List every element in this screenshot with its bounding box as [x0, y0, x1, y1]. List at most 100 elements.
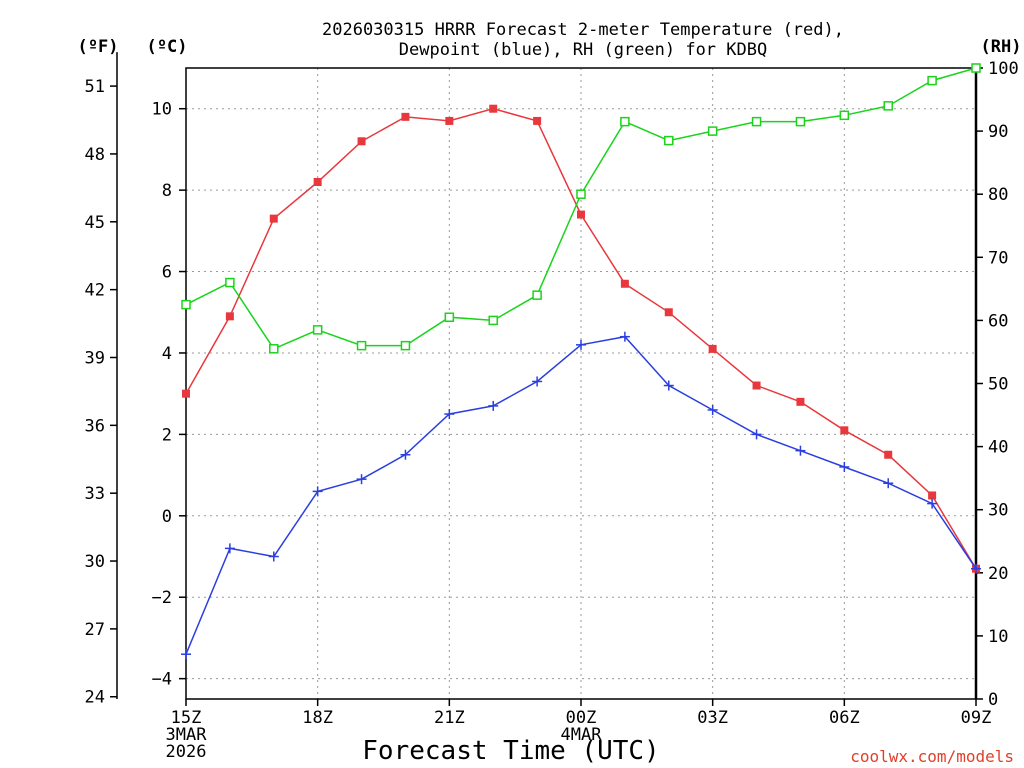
dewpoint-point [444, 409, 455, 420]
celsius-tick-label: 4 [162, 344, 172, 364]
temperature-point [664, 308, 673, 317]
temperature-point [533, 116, 542, 125]
dewpoint-point [795, 445, 806, 456]
dewpoint-point [576, 339, 586, 350]
temperature-point [313, 177, 322, 186]
celsius-tick-label: 2 [162, 425, 172, 445]
dewpoint-point [356, 474, 367, 485]
rh-point [312, 325, 323, 335]
temperature-point [796, 397, 805, 406]
rh-tick-label: 70 [988, 248, 1008, 268]
celsius-tick-label: −4 [152, 670, 172, 690]
axes: 24273033363942454851−4−20246810010203040… [85, 52, 1019, 762]
celsius-unit-label: (ºC) [147, 37, 188, 57]
x-tick-label: 21Z [434, 708, 465, 728]
rh-point [839, 110, 850, 121]
fahrenheit-tick-label: 36 [85, 416, 105, 436]
fahrenheit-tick-label: 51 [85, 77, 105, 97]
rh-tick-label: 60 [988, 311, 1008, 331]
dewpoint-point [488, 400, 499, 411]
fahrenheit-tick-label: 39 [85, 348, 105, 368]
temperature-point [577, 210, 585, 219]
rh-tick-label: 10 [988, 627, 1008, 647]
dewpoint-point [751, 429, 762, 440]
x-axis-label: Forecast Time (UTC) [362, 736, 659, 766]
dewpoint-point [883, 478, 894, 489]
rh-point [356, 340, 367, 351]
fahrenheit-tick-label: 33 [85, 484, 105, 504]
rh-point [576, 189, 586, 199]
dewpoint-point [707, 404, 718, 415]
fahrenheit-tick-label: 45 [85, 213, 105, 233]
rh-tick-label: 80 [988, 185, 1008, 205]
temperature-point [225, 312, 234, 321]
dewpoint-point [971, 563, 981, 574]
dewpoint-point [268, 551, 279, 562]
rh-point [444, 312, 455, 322]
rh-unit-label: (RH) [981, 37, 1022, 57]
rh-point [751, 116, 762, 127]
x-tick-label: 09Z [961, 708, 992, 728]
temperature-point [620, 279, 629, 288]
fahrenheit-tick-label: 24 [85, 688, 105, 708]
fahrenheit-tick-label: 27 [85, 620, 105, 640]
temperature-point [928, 491, 937, 500]
rh-tick-label: 50 [988, 375, 1008, 395]
celsius-tick-label: −2 [152, 588, 172, 608]
temperature-point [840, 426, 849, 435]
temperature-point [708, 344, 717, 353]
rh-tick-label: 0 [988, 690, 998, 710]
rh-point [927, 75, 937, 86]
temperature-point [445, 116, 454, 125]
fahrenheit-unit-label: (ºF) [78, 37, 119, 57]
fahrenheit-tick-label: 48 [85, 145, 105, 165]
rh-point [488, 315, 498, 326]
temperature-point [269, 214, 278, 223]
x-tick-label: 3MAR [166, 725, 208, 745]
x-tick-label: 4MAR [561, 725, 603, 745]
plot-frame [185, 67, 977, 700]
celsius-tick-label: 8 [162, 181, 172, 201]
celsius-tick-label: 6 [162, 263, 172, 283]
temperature-point [489, 104, 498, 113]
rh-tick-label: 90 [988, 122, 1008, 142]
chart-title-line-2: Dewpoint (blue), RH (green) for KDBQ [399, 40, 767, 60]
chart-title-line-1: 2026030315 HRRR Forecast 2-meter Tempera… [322, 20, 844, 40]
temperature-point [401, 112, 410, 121]
rh-point [225, 277, 235, 288]
dewpoint-point [224, 543, 235, 554]
rh-tick-label: 40 [988, 438, 1008, 458]
x-tick-label: 2026 [166, 742, 207, 762]
dewpoint-point [619, 331, 630, 342]
x-tick-label: 15Z [171, 708, 202, 728]
dewpoint-point [927, 498, 938, 509]
dewpoint-point [663, 380, 674, 391]
x-tick-label: 00Z [566, 708, 597, 728]
celsius-tick-label: 0 [162, 507, 172, 527]
x-tick-label: 18Z [302, 708, 333, 728]
credit-text: coolwx.com/models [850, 747, 1014, 766]
dewpoint-point [532, 376, 543, 387]
dewpoint-point [312, 486, 323, 497]
rh-point [620, 116, 630, 127]
rh-point [532, 290, 542, 300]
dewpoint-point [181, 649, 191, 660]
temperature-point [884, 450, 893, 459]
rh-point [971, 63, 981, 73]
grid-lines [186, 68, 976, 699]
x-tick-label: 06Z [829, 708, 860, 728]
x-tick-label: 03Z [697, 708, 728, 728]
dewpoint-point [400, 449, 411, 460]
rh-point [707, 126, 718, 136]
temperature-point [357, 137, 366, 146]
rh-point [664, 135, 674, 146]
dewpoint-point [839, 461, 850, 472]
rh-tick-label: 30 [988, 501, 1008, 521]
rh-tick-label: 20 [988, 564, 1008, 584]
rh-point [400, 340, 411, 351]
rh-point [181, 299, 191, 310]
fahrenheit-tick-label: 42 [85, 281, 105, 301]
rh-point [883, 101, 893, 111]
temperature-point [182, 389, 190, 398]
